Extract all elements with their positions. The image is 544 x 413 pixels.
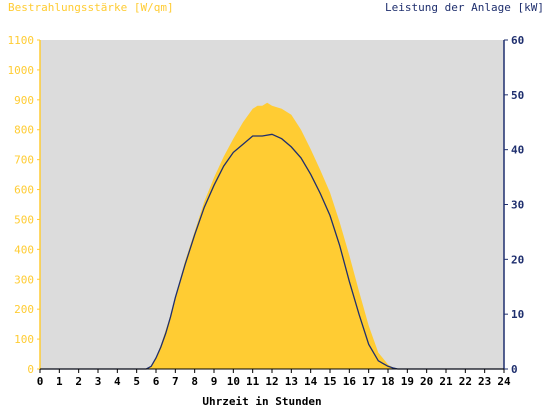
x-tick-label: 15	[323, 375, 336, 388]
x-tick-label: 13	[285, 375, 298, 388]
x-tick-label: 22	[459, 375, 472, 388]
left-tick-label: 1100	[8, 34, 35, 47]
left-tick-label: 700	[14, 154, 34, 167]
left-tick-label: 400	[14, 243, 34, 256]
x-tick-label: 19	[401, 375, 414, 388]
left-tick-label: 800	[14, 124, 34, 137]
x-tick-label: 14	[304, 375, 318, 388]
right-tick-label: 40	[511, 144, 524, 157]
x-tick-label: 12	[265, 375, 278, 388]
x-tick-label: 20	[420, 375, 433, 388]
right-axis: 0 10 20 30 40 50 60	[503, 34, 524, 376]
left-tick-label: 600	[14, 184, 34, 197]
left-tick-label: 300	[14, 273, 34, 286]
x-tick-label: 7	[172, 375, 179, 388]
irradiance-area	[40, 102, 504, 370]
x-tick-label: 5	[133, 375, 140, 388]
x-tick-label: 6	[153, 375, 160, 388]
right-tick-label: 30	[511, 199, 524, 212]
x-axis-title: Uhrzeit in Stunden	[202, 395, 321, 408]
x-tick-label: 0	[37, 375, 44, 388]
right-tick-label: 20	[511, 253, 524, 266]
x-tick-label: 2	[75, 375, 82, 388]
right-tick-label: 0	[511, 363, 518, 376]
x-tick-label: 3	[95, 375, 102, 388]
left-tick-label: 200	[14, 303, 34, 316]
x-tick-label: 8	[191, 375, 198, 388]
left-tick-label: 0	[27, 363, 34, 376]
x-tick-label: 23	[478, 375, 491, 388]
x-tick-label: 1	[56, 375, 63, 388]
x-tick-label: 17	[362, 375, 375, 388]
x-tick-label: 18	[381, 375, 394, 388]
left-tick-label: 900	[14, 94, 34, 107]
left-tick-label: 100	[14, 333, 34, 346]
left-tick-label: 500	[14, 213, 34, 226]
x-tick-label: 9	[211, 375, 218, 388]
power-line	[40, 133, 504, 370]
left-axis: 0 100 200 300 400 500 600 700 800 900 1000 1100	[8, 34, 41, 376]
left-tick-label: 1000	[8, 64, 35, 77]
right-axis-title: Leistung der Anlage [kW]	[385, 1, 544, 14]
right-tick-label: 10	[511, 308, 524, 321]
right-tick-label: 60	[511, 34, 524, 47]
x-tick-label: 24	[497, 375, 511, 388]
x-axis: 0 1 2 3 4 5 6 7 8 9 10 11 12 13 14 15 16 17 18 19 20 21 22 23 24	[37, 368, 511, 388]
x-tick-label: 21	[439, 375, 453, 388]
x-tick-label: 16	[343, 375, 357, 388]
x-tick-label: 11	[246, 375, 260, 388]
x-tick-label: 10	[227, 375, 240, 388]
x-tick-label: 4	[114, 375, 121, 388]
right-tick-label: 50	[511, 89, 524, 102]
left-axis-title: Bestrahlungsstärke [W/qm]	[8, 1, 174, 14]
